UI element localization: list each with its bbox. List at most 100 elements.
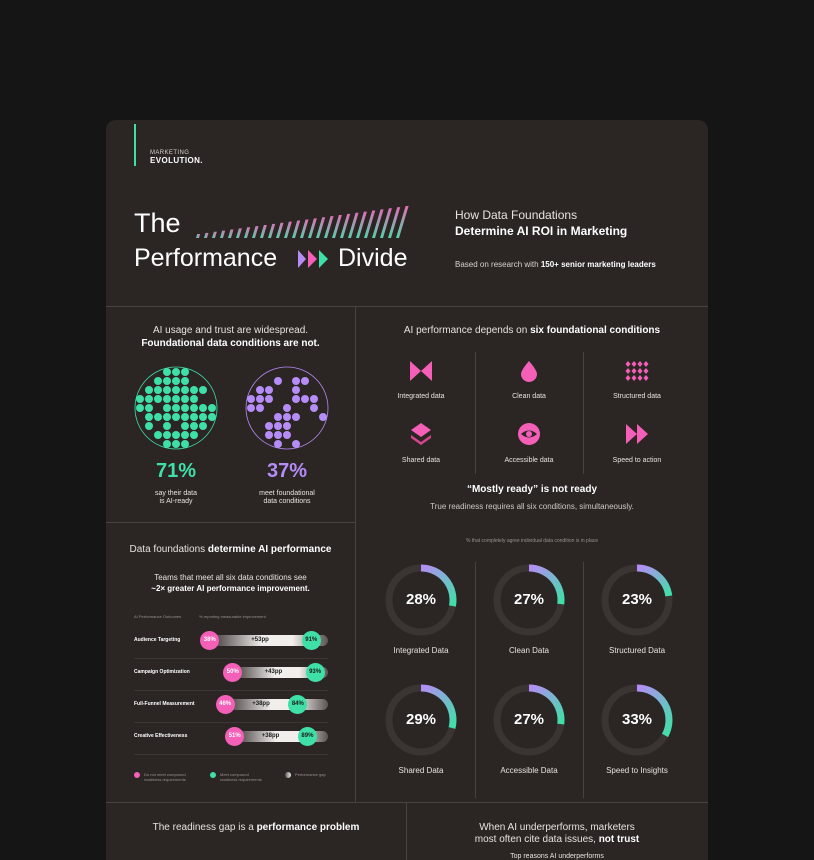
conditions-title: AI performance depends on six foundation… — [356, 325, 708, 336]
dot — [247, 404, 255, 412]
dot — [274, 440, 282, 448]
dot — [172, 368, 180, 376]
dot — [208, 413, 216, 421]
dot — [163, 386, 171, 394]
gauge-arc — [420, 684, 457, 729]
dot — [190, 413, 198, 421]
gauge-structured: 23% Structured Data — [587, 564, 687, 655]
legend-meet-line-1: Meet compound — [220, 772, 249, 777]
dot — [283, 431, 291, 439]
usage-title: AI usage and trust are widespread. Found… — [106, 324, 355, 350]
condition-label: Clean data — [512, 393, 546, 400]
low-value-bubble: 50% — [223, 663, 243, 682]
gauge-ring — [385, 684, 457, 756]
stat-foundational-value: 37% — [266, 460, 308, 482]
stripe — [228, 229, 234, 238]
dot — [283, 413, 291, 421]
dot-grid-outline — [245, 366, 329, 450]
condition-structured: Structured data — [587, 360, 687, 400]
dot — [145, 404, 153, 412]
column-header-outcomes: AI Performance Outcomes — [134, 614, 182, 619]
dot — [163, 404, 171, 412]
performance-sub-line-1: Teams that meet all six data conditions … — [154, 573, 307, 582]
dot — [145, 395, 153, 403]
dot — [310, 404, 318, 412]
diamond — [637, 375, 643, 381]
diamond — [643, 375, 649, 381]
dot — [163, 431, 171, 439]
condition-speed: Speed to action — [587, 422, 687, 464]
divider-left-middle — [106, 522, 355, 523]
legend-meet-line-2: readiness requirements — [220, 777, 262, 782]
mostly-ready-subtitle: True readiness requires all six conditio… — [430, 502, 634, 511]
performance-row: Full-Funnel Measurement +38pp 46% 84% — [134, 694, 328, 723]
gauge-ring — [601, 684, 673, 756]
dot — [163, 413, 171, 421]
performance-row-label: Creative Effectiveness — [134, 733, 188, 739]
divider-gauges-2 — [583, 562, 584, 798]
stripe — [316, 217, 326, 238]
condition-accessible: Accessible data — [479, 422, 579, 464]
dot — [181, 386, 189, 394]
condition-shared: Shared data — [371, 422, 471, 464]
row-divider — [134, 690, 328, 691]
brand-line-2: EVOLUTION. — [150, 156, 203, 165]
stripe — [300, 219, 309, 238]
research-prefix: Based on research with — [455, 260, 541, 269]
performance-gap-bar — [232, 667, 328, 678]
fast-forward-icon — [298, 250, 328, 268]
dot — [190, 386, 198, 394]
high-value-bubble: 93% — [305, 663, 325, 682]
dot — [154, 395, 162, 403]
bottom-right-caption: Top reasons AI underperforms — [510, 853, 604, 860]
divider-header — [106, 306, 708, 307]
stripe — [276, 222, 284, 238]
performance-row: Audience Targeting +53pp 38% 91% — [134, 630, 328, 659]
dot — [199, 386, 207, 394]
dot — [256, 404, 264, 412]
condition-label: Structured data — [613, 393, 661, 400]
diamond — [631, 368, 637, 374]
low-value-bubble: 46% — [215, 695, 235, 714]
dot — [163, 377, 171, 385]
gauge-value: 23% — [621, 591, 653, 608]
stripe — [196, 234, 201, 238]
fast-forward-icon — [626, 424, 648, 444]
dot-grid-outline — [134, 366, 218, 450]
low-value-bubble: 51% — [225, 727, 245, 746]
drop-icon — [521, 361, 537, 382]
dot — [172, 404, 180, 412]
diamond — [643, 368, 649, 374]
low-value-bubble: 38% — [200, 631, 220, 650]
infographic-card: MARKETING EVOLUTION. The Performance Div… — [106, 120, 708, 860]
dot — [172, 377, 180, 385]
gauge-accessible: 27% Accessible Data — [479, 684, 579, 775]
diamond — [631, 375, 637, 381]
dot — [274, 431, 282, 439]
legend-not-meet-line-1: Do not meet compound — [144, 772, 186, 777]
stripe — [244, 227, 251, 238]
row-divider — [134, 754, 328, 755]
dot — [199, 404, 207, 412]
dot — [319, 413, 327, 421]
bowtie-icon — [410, 361, 432, 381]
legend-gap-label: Performance gap — [295, 772, 326, 777]
divider-conditions-1 — [475, 352, 476, 474]
gauge-shared: 29% Shared Data — [371, 684, 471, 775]
stat-ai-ready-line-1: say their data — [154, 490, 198, 497]
gauge-label: Clean Data — [508, 646, 550, 655]
stripe — [260, 225, 267, 238]
mostly-ready-title: “Mostly ready” is not ready — [466, 484, 598, 495]
performance-title-light: Data foundations — [129, 544, 208, 555]
dot — [172, 395, 180, 403]
dot — [274, 413, 282, 421]
performance-row: Campaign Optimization +43pp 50% 93% — [134, 662, 328, 691]
divider-bottom-vertical — [406, 802, 407, 860]
diamond — [625, 368, 631, 374]
performance-gain: +53pp — [251, 637, 269, 643]
dot — [136, 395, 144, 403]
title-performance: Performance — [134, 244, 278, 272]
stripe — [284, 221, 292, 238]
condition-clean: Clean data — [479, 360, 579, 400]
dot — [154, 377, 162, 385]
